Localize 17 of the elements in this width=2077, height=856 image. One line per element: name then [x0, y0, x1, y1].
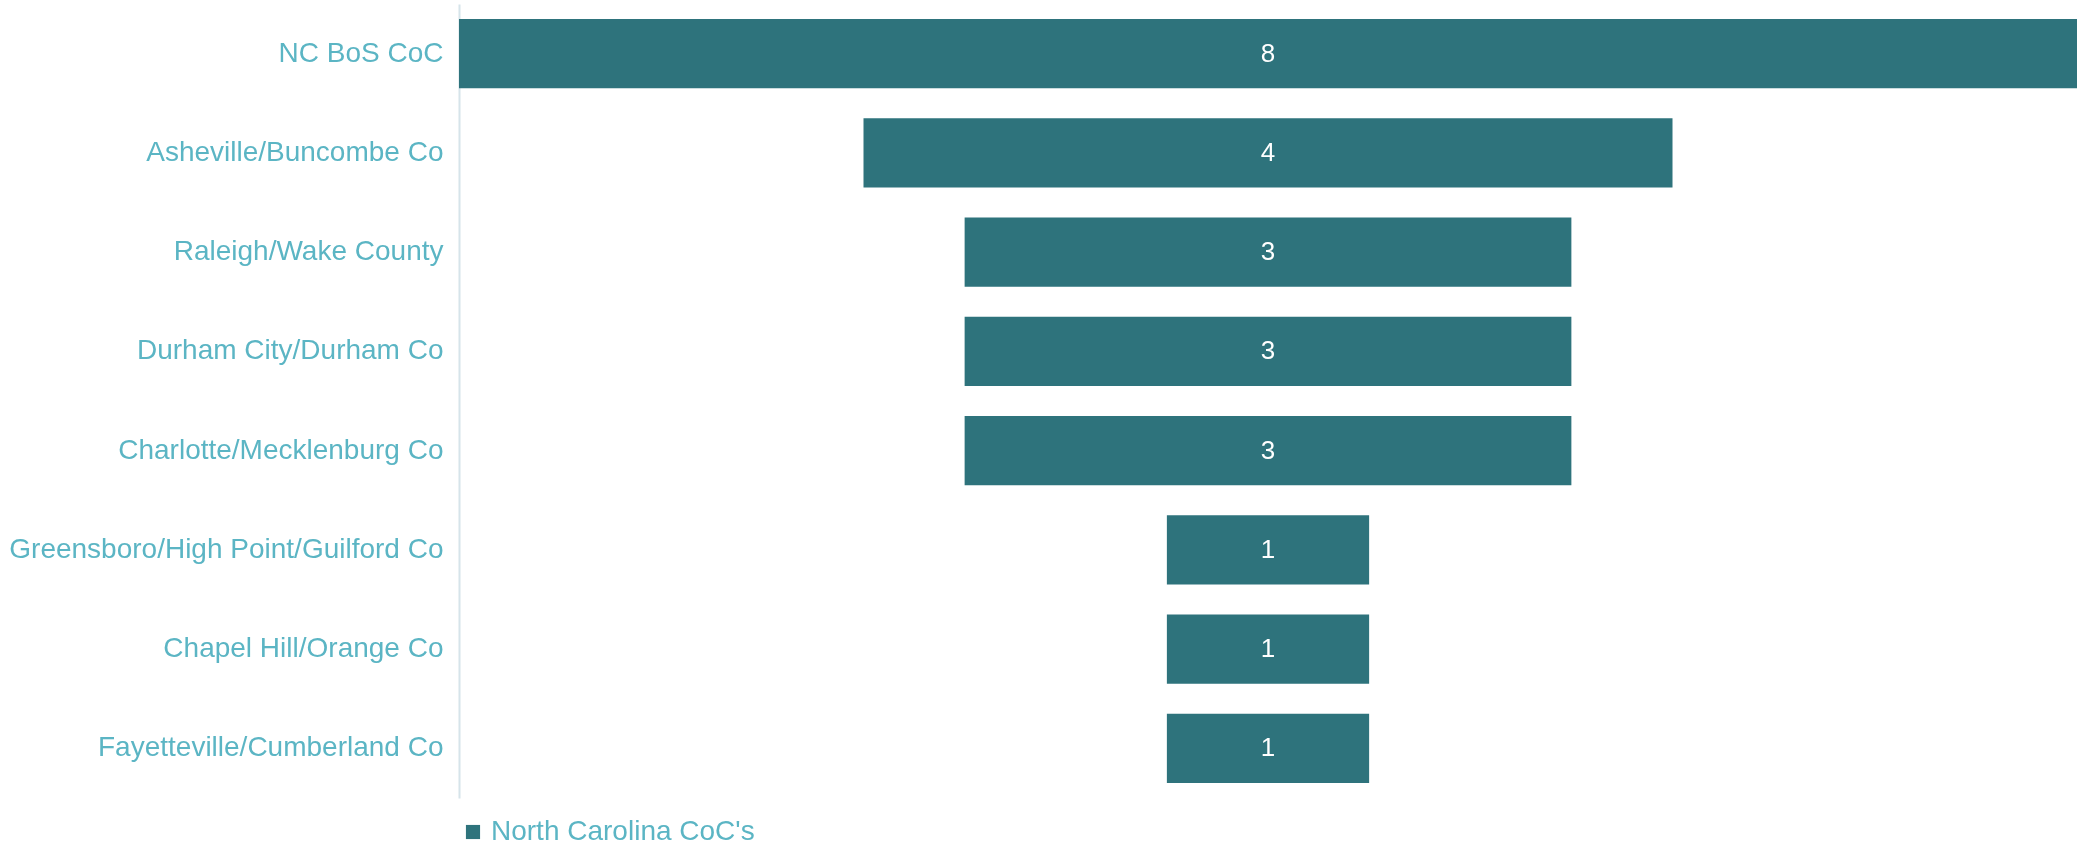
- category-label: NC BoS CoC: [278, 36, 444, 68]
- data-label: 3: [1260, 335, 1276, 366]
- data-label: 4: [1260, 136, 1276, 167]
- data-label: 3: [1260, 236, 1276, 267]
- data-label: 3: [1260, 434, 1276, 465]
- category-label: Greensboro/High Point/Guilford Co: [9, 532, 444, 564]
- data-label: 1: [1260, 533, 1276, 564]
- data-label: 1: [1260, 633, 1276, 664]
- category-label: Durham City/Durham Co: [136, 334, 444, 366]
- category-label: Charlotte/Mecklenburg Co: [118, 433, 444, 465]
- category-label: Chapel Hill/Orange Co: [163, 632, 444, 664]
- category-label: Asheville/Buncombe Co: [146, 135, 444, 167]
- category-label: Fayetteville/Cumberland Co: [98, 731, 444, 763]
- legend-label: North Carolina CoC's: [491, 815, 755, 846]
- data-label: 8: [1260, 37, 1276, 68]
- data-label: 1: [1260, 732, 1276, 763]
- category-label: Raleigh/Wake County: [173, 235, 444, 267]
